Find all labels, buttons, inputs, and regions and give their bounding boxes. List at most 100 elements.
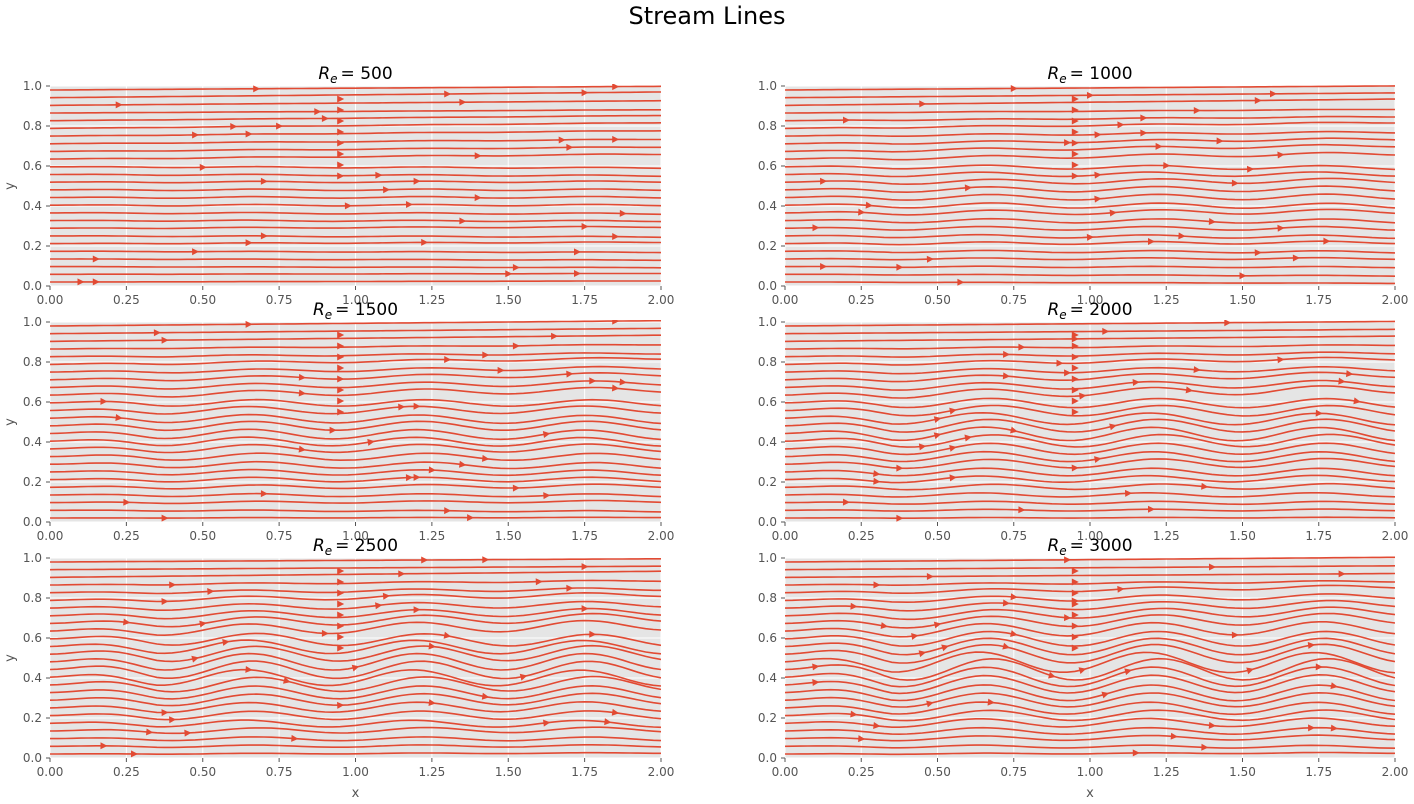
stream-arrow (161, 597, 169, 605)
streamline (50, 692, 661, 707)
streamline (50, 710, 661, 721)
stream-arrow (558, 136, 566, 144)
stream-arrow (941, 644, 949, 652)
streamline (50, 632, 661, 647)
stream-arrow (573, 270, 581, 278)
stream-arrow (298, 445, 306, 453)
stream-arrow (1323, 237, 1331, 245)
stream-arrow (964, 434, 972, 442)
stream-arrow (1071, 106, 1079, 114)
stream-arrow (611, 708, 620, 716)
stream-arrow (865, 201, 873, 209)
y-tick-label: 0.8 (23, 355, 42, 369)
stream-arrow (1330, 682, 1338, 690)
stream-arrow (1002, 599, 1011, 607)
stream-arrow (1308, 724, 1316, 732)
streamline (785, 115, 1395, 122)
stream-arrow (337, 95, 345, 103)
streamline (785, 193, 1395, 201)
y-tick-label: 1.0 (23, 551, 42, 565)
stream-arrow (337, 578, 345, 586)
stream-arrow (1330, 724, 1338, 732)
streamline (785, 572, 1395, 579)
streamlines (50, 556, 661, 758)
stream-arrow (481, 454, 490, 462)
streamline (50, 352, 661, 358)
stream-arrow (1132, 749, 1140, 757)
streamline (50, 719, 661, 729)
stream-arrow (1163, 161, 1171, 169)
streamline (785, 281, 1395, 285)
stream-arrow (253, 85, 261, 93)
streamline (50, 211, 661, 216)
y-tick-label: 0.8 (758, 591, 777, 605)
stream-arrow (1071, 331, 1079, 339)
streamline (50, 371, 661, 382)
streamline (50, 570, 661, 579)
stream-arrow (1140, 114, 1148, 122)
stream-arrow (337, 589, 345, 597)
streamline (785, 474, 1395, 484)
stream-arrow (1277, 224, 1285, 232)
stream-arrow (873, 470, 881, 478)
stream-arrow (337, 600, 345, 608)
stream-arrow (405, 474, 413, 482)
streamline (50, 516, 661, 519)
stream-arrow (1208, 218, 1216, 225)
y-tick-label: 0.2 (758, 475, 777, 489)
stream-arrow (192, 248, 200, 256)
x-tick-label: 1.00 (1077, 529, 1104, 543)
stream-arrow (337, 611, 345, 619)
streamline (50, 509, 661, 513)
streamline (50, 146, 661, 153)
stream-arrow (1102, 327, 1110, 335)
streamline (785, 651, 1395, 674)
stream-arrow (443, 631, 452, 639)
streamline (50, 386, 661, 398)
stream-arrow (337, 633, 345, 641)
x-tick-label: 0.25 (848, 765, 875, 779)
stream-arrow (1094, 456, 1102, 464)
y-tick-label: 0.2 (758, 711, 777, 725)
streamline (50, 405, 661, 415)
streamline (785, 273, 1395, 277)
stream-arrow (474, 152, 482, 160)
x-tick-label: 2.00 (1382, 529, 1409, 543)
streamline (50, 684, 661, 700)
stream-arrow (612, 320, 620, 325)
stream-arrow (1010, 630, 1018, 637)
stream-arrow (873, 477, 881, 485)
y-tick-label: 1.0 (758, 79, 777, 93)
streamlines (50, 84, 661, 286)
y-axis-label: y (3, 654, 18, 662)
x-tick-label: 0.50 (189, 765, 216, 779)
stream-arrow (987, 698, 995, 706)
streamline (785, 143, 1395, 153)
streamline (50, 320, 661, 327)
streamline (785, 580, 1395, 586)
streamline (50, 587, 661, 595)
x-tick-label: 1.50 (1229, 529, 1256, 543)
stream-arrow (573, 248, 581, 256)
stream-arrow (505, 270, 513, 278)
streamline (50, 413, 661, 425)
stream-arrow (581, 605, 589, 613)
subplot-1: 0.00 0.25 0.50 0.75 1.00 1.25 1.50 1.75 2.00 0.0 0… (3, 64, 674, 307)
stream-arrow (100, 742, 108, 750)
stream-arrow (337, 386, 345, 394)
stream-arrow (245, 320, 253, 328)
stream-arrow (337, 408, 345, 416)
streamline (785, 98, 1395, 107)
stream-arrow (1132, 378, 1140, 386)
stream-arrow (812, 663, 820, 671)
subplot-title: Re = 2500 (313, 536, 398, 558)
stream-arrow (1246, 667, 1254, 675)
streamline (50, 591, 661, 603)
subplot-title: Re = 1000 (1047, 64, 1132, 86)
stream-arrow (1315, 409, 1323, 417)
stream-arrow (421, 556, 429, 564)
stream-arrow (880, 622, 889, 629)
streamline (50, 85, 661, 91)
streamline (50, 265, 661, 269)
